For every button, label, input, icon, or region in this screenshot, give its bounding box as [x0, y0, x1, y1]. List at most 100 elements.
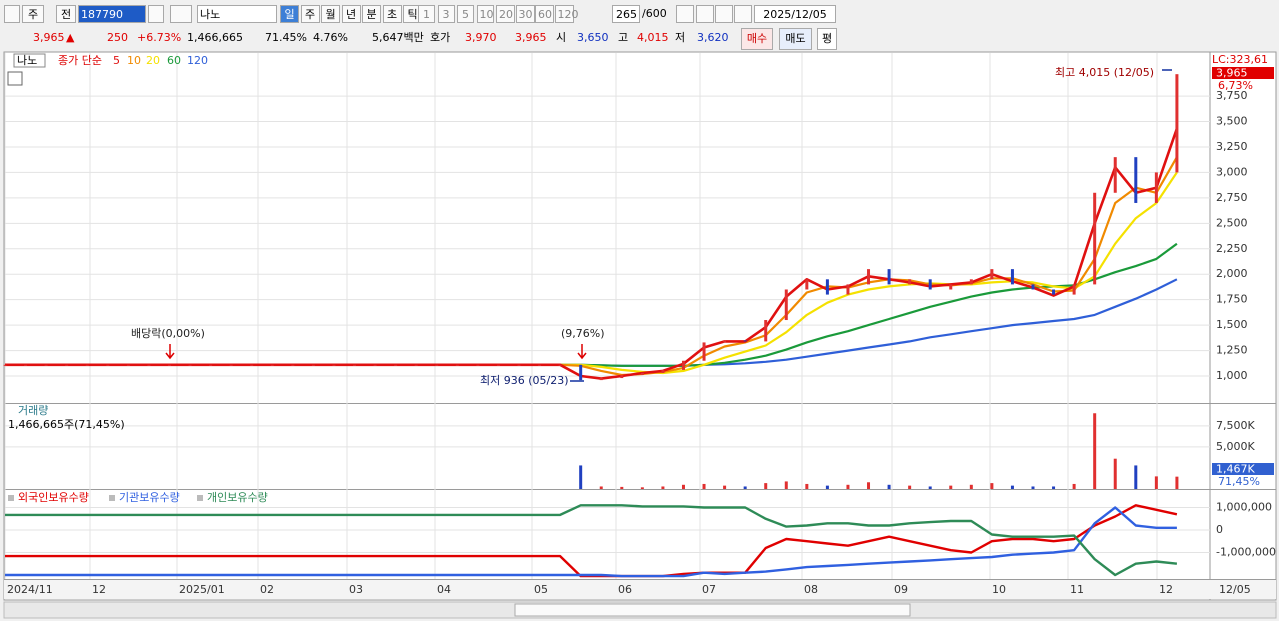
period-button[interactable]: 월	[321, 5, 340, 23]
time-label: 04	[437, 583, 451, 596]
legend-swatch	[109, 495, 115, 501]
legend-label: 종가 단순	[58, 54, 102, 67]
candle	[640, 372, 644, 376]
interval-button[interactable]: 1	[418, 5, 435, 23]
interval-button[interactable]: 3	[437, 5, 455, 23]
sell-button[interactable]: 매도	[779, 28, 812, 50]
period-button[interactable]: 일	[280, 5, 299, 23]
legend-entry: 외국인보유수량	[18, 491, 89, 504]
interval-button[interactable]: 30	[515, 5, 535, 23]
candle	[887, 269, 891, 285]
candle	[928, 279, 932, 290]
candle	[1175, 74, 1179, 173]
icon-button[interactable]	[715, 5, 733, 23]
candle	[126, 364, 130, 366]
volume-bar	[1031, 486, 1035, 489]
interval-button[interactable]: 20	[496, 5, 515, 23]
y-tick-label: 1,000,000	[1216, 501, 1272, 514]
candle	[805, 279, 809, 290]
y-tick-label: 1,000	[1216, 369, 1248, 382]
time-label: 11	[1070, 583, 1084, 596]
interval-button[interactable]: 60	[535, 5, 554, 23]
icon-button[interactable]	[170, 5, 192, 23]
y-tick-label: 3,750	[1216, 89, 1248, 102]
volume-bar	[764, 483, 768, 489]
volume-bar	[1175, 476, 1179, 489]
count-input[interactable]: 265	[612, 5, 640, 23]
y-tick-label: 5,000K	[1216, 440, 1255, 453]
y-tick-label: 2,000	[1216, 267, 1248, 280]
interval-button[interactable]: 10	[476, 5, 494, 23]
time-label: 12	[92, 583, 106, 596]
period-button[interactable]: 분	[362, 5, 381, 23]
volume-bar	[846, 484, 850, 489]
date-input[interactable]: 2025/12/05	[754, 5, 836, 23]
candle	[620, 375, 624, 379]
y-tick-label: 3,250	[1216, 140, 1248, 153]
candle	[867, 269, 871, 285]
volume-bar	[640, 487, 644, 489]
volume-bar	[1134, 465, 1138, 489]
icon-button[interactable]	[148, 5, 164, 23]
volume-bar	[908, 485, 912, 489]
period-button[interactable]: 틱	[403, 5, 422, 23]
quote-change: 250	[107, 31, 128, 44]
time-label: 07	[702, 583, 716, 596]
y-tick-label: 0	[1216, 523, 1223, 536]
candle	[311, 364, 315, 366]
candle	[476, 364, 480, 366]
interval-button[interactable]: 5	[457, 5, 474, 23]
annotation: 최저 936 (05/23)	[480, 374, 569, 387]
candle	[373, 364, 377, 366]
table-icon[interactable]	[7, 71, 23, 86]
icon-button[interactable]	[4, 5, 20, 23]
candle	[846, 284, 850, 295]
time-label: 12	[1159, 583, 1173, 596]
volume-bar	[681, 484, 685, 489]
candle	[188, 364, 192, 366]
candle	[332, 364, 336, 366]
market-select[interactable]: 주	[22, 5, 44, 23]
quote-open-label: 시	[556, 31, 567, 44]
buy-button[interactable]: 매수	[741, 28, 773, 50]
interval-button[interactable]: 120	[554, 5, 579, 23]
scroll-thumb[interactable]	[514, 603, 911, 617]
quote-turnover: 4.76%	[313, 31, 348, 44]
time-label: 02	[260, 583, 274, 596]
candle	[1072, 284, 1076, 295]
volume-bar	[1154, 476, 1158, 489]
time-label: 05	[534, 583, 548, 596]
candle	[681, 360, 685, 370]
period-button[interactable]: 주	[300, 5, 320, 23]
right-label: 3,965	[1216, 67, 1248, 80]
icon-button[interactable]	[696, 5, 714, 23]
candle	[1010, 269, 1014, 285]
annotation: 최고 4,015 (12/05)	[1055, 66, 1154, 79]
candle	[723, 340, 727, 343]
volume-bar	[579, 465, 583, 489]
candle	[229, 364, 233, 366]
mode-select[interactable]: 전	[56, 5, 76, 23]
quote-amount: 5,647백만	[372, 31, 424, 44]
icon-button[interactable]	[734, 5, 752, 23]
name-input[interactable]: 나노	[197, 5, 277, 23]
quote-ask: 3,970	[465, 31, 497, 44]
icon-button[interactable]	[676, 5, 694, 23]
time-label: 10	[992, 583, 1006, 596]
avg-button[interactable]: 평	[817, 28, 837, 50]
count-total: /600	[642, 7, 667, 20]
candle	[1113, 157, 1117, 193]
event-arrow	[577, 344, 587, 360]
code-input[interactable]: 187790	[78, 5, 146, 23]
volume-bar	[949, 485, 953, 489]
candle	[949, 284, 953, 290]
quote-low-label: 저	[675, 31, 686, 44]
legend-entry: 20	[146, 54, 160, 67]
y-tick-label: 1,500	[1216, 318, 1248, 331]
period-button[interactable]: 초	[382, 5, 402, 23]
period-button[interactable]: 년	[341, 5, 361, 23]
chart-frame	[3, 51, 1277, 601]
y-tick-label: 2,500	[1216, 216, 1248, 229]
quote-low: 3,620	[697, 31, 729, 44]
candle	[599, 378, 603, 381]
